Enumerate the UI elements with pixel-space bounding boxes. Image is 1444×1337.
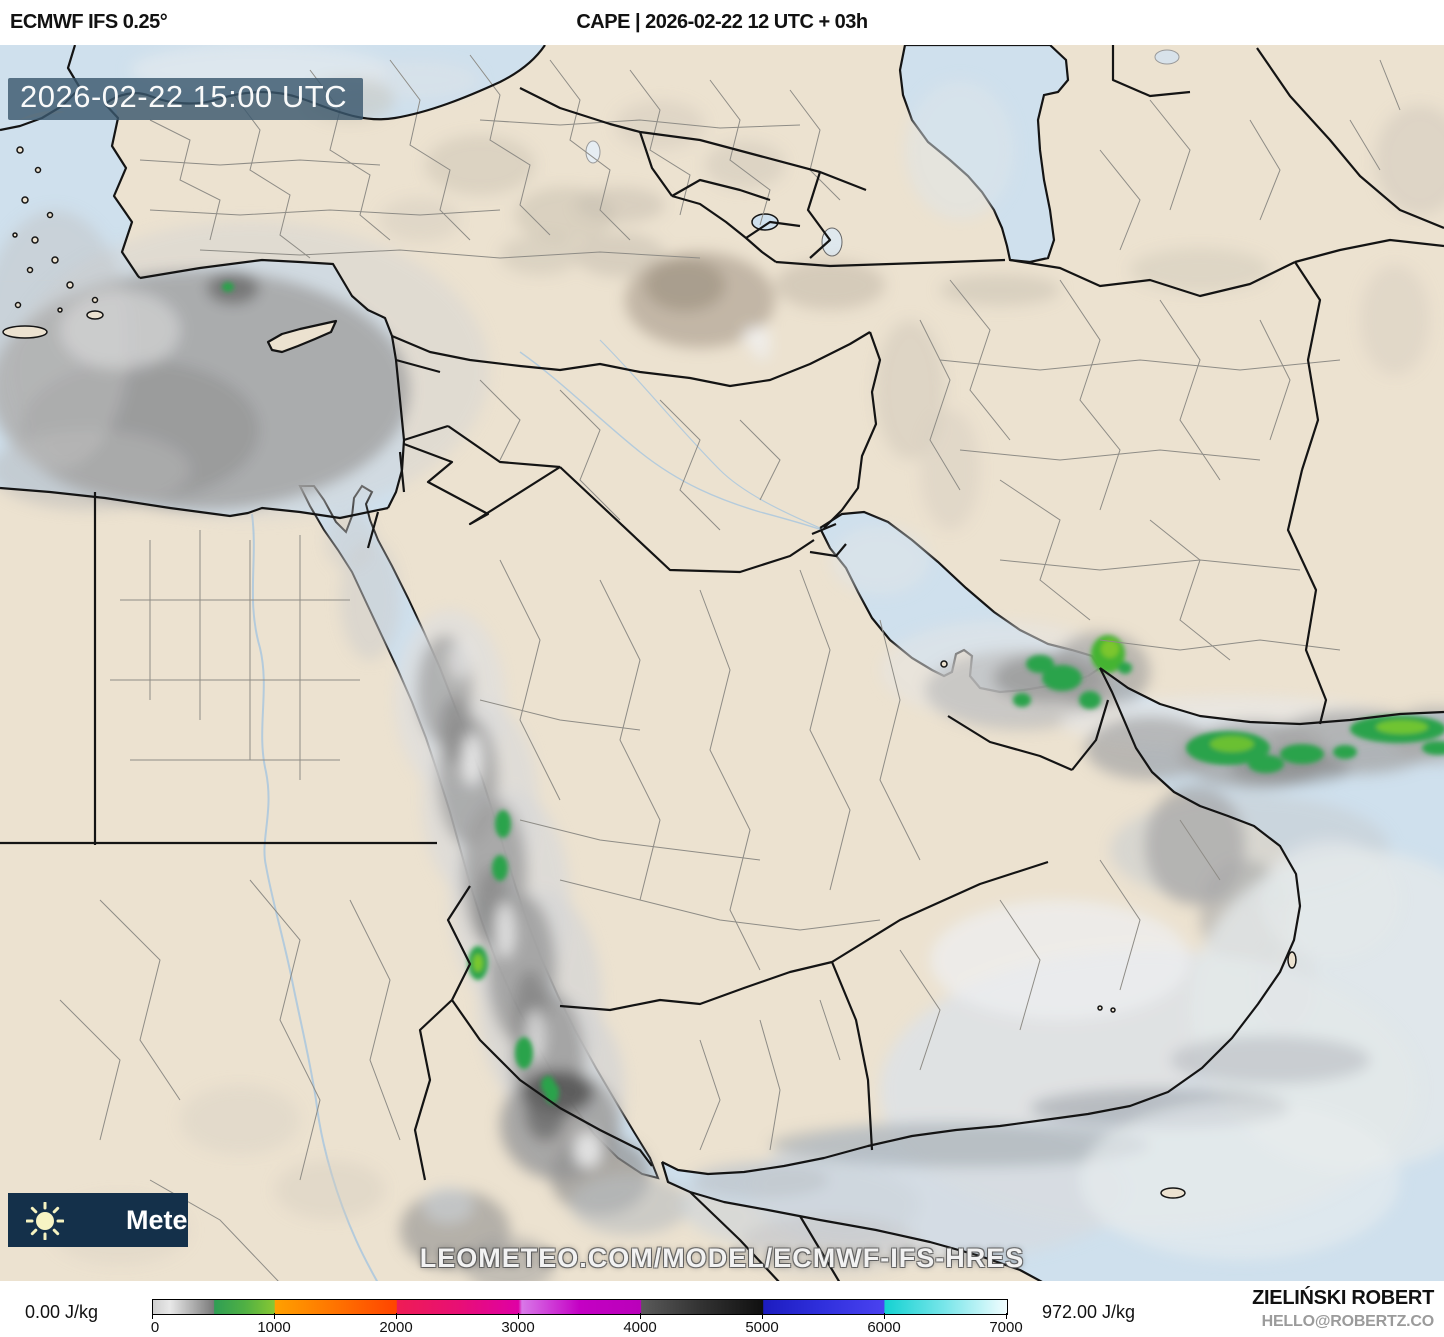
border-caucasus-internal [671, 171, 832, 259]
timestamp-overlay: 2026-02-22 15:00 UTC [8, 78, 364, 120]
model-label: ECMWF IFS 0.25° [10, 11, 168, 33]
border-iran-azerbaijan [775, 258, 1006, 268]
border-yemen-saudi [559, 960, 833, 1012]
border-turkey-east [638, 131, 777, 263]
cyprus-island [266, 319, 338, 354]
site-logo[interactable]: Meteo [8, 1193, 188, 1247]
tick-label: 3000 [501, 1319, 535, 1336]
legend-min-value: 0.00 J/kg [25, 1302, 99, 1322]
iran-makran-coast [1099, 667, 1444, 726]
aral-lake [1154, 49, 1180, 65]
border-saudi-oman [831, 860, 1049, 963]
border-jordan-saudi [403, 424, 561, 526]
attribution-block: ZIELIŃSKI ROBERT HELLO@ROBERTZ.CO [1252, 1287, 1434, 1331]
tick-label: 7000 [989, 1319, 1023, 1336]
border-syria-iraq [447, 425, 561, 469]
border-sudan-eritrea-ethiopia [413, 885, 653, 1181]
border-iran-turkmenistan [1009, 258, 1296, 298]
map-canvas [0, 45, 1444, 1281]
cape-colorbar [152, 1299, 1008, 1315]
cape-green-patches [222, 282, 1444, 1104]
turkey-levant-coast [139, 258, 406, 509]
tick-label: 5000 [745, 1319, 779, 1336]
tick-5000 [762, 1313, 763, 1319]
border-turkey-south [391, 331, 871, 388]
somalia-coast [660, 1161, 1043, 1281]
watermark-text: LEOMETEO.COM/MODEL/ECMWF-IFS-HRES [419, 1243, 1025, 1273]
tick-4000 [640, 1313, 641, 1319]
header-bar: ECMWF IFS 0.25° CAPE | 2026-02-22 12 UTC… [0, 0, 1444, 45]
border-kuwait [809, 522, 847, 558]
tick-label: 1000 [257, 1319, 291, 1336]
tick-label: 4000 [623, 1319, 657, 1336]
admin-borders [59, 54, 1401, 1281]
tick-7000 [1006, 1313, 1007, 1319]
chart-title: CAPE | 2026-02-22 12 UTC + 03h [576, 11, 868, 33]
border-iraq-saudi [559, 466, 815, 574]
tick-label: 6000 [867, 1319, 901, 1336]
border-levant-small [366, 358, 441, 549]
sun-icon [26, 1202, 64, 1240]
north-africa-coast [0, 486, 389, 520]
border-horn [689, 1191, 841, 1281]
tick-label: 0 [150, 1319, 160, 1336]
border-iran-iraq [823, 331, 882, 529]
logo-text: Meteo [126, 1205, 188, 1235]
border-uae [947, 699, 1110, 772]
tick-2000 [396, 1313, 397, 1319]
author-contact[interactable]: HELLO@ROBERTZ.CO [1261, 1313, 1435, 1330]
country-borders [0, 45, 1444, 1281]
border-caucasus-north [519, 87, 867, 192]
legend-max-value: 972.00 J/kg [1042, 1302, 1136, 1322]
border-yemen-oman [830, 961, 874, 1151]
tick-6000 [884, 1313, 885, 1319]
weather-map[interactable]: 2026-02-22 15:00 UTC LEOMETEO.COM/MODEL/… [0, 45, 1444, 1282]
islands [2, 146, 1297, 1199]
author-name: ZIELIŃSKI ROBERT [1252, 1287, 1434, 1309]
legend-bar: 0.00 J/kg 0 1000 2000 3000 4000 5000 600… [0, 1281, 1444, 1337]
tick-0 [152, 1313, 153, 1319]
lake-tuz [585, 140, 601, 164]
tick-3000 [518, 1313, 519, 1319]
border-central-asia [1111, 45, 1444, 230]
tick-1000 [274, 1313, 275, 1319]
tigris-river [599, 339, 821, 529]
tick-label: 2000 [379, 1319, 413, 1336]
oman-yemen-coast [661, 667, 1302, 1176]
turkey-west-coast [104, 103, 141, 279]
border-iran-east [1286, 238, 1444, 725]
euphrates-river [519, 351, 823, 531]
